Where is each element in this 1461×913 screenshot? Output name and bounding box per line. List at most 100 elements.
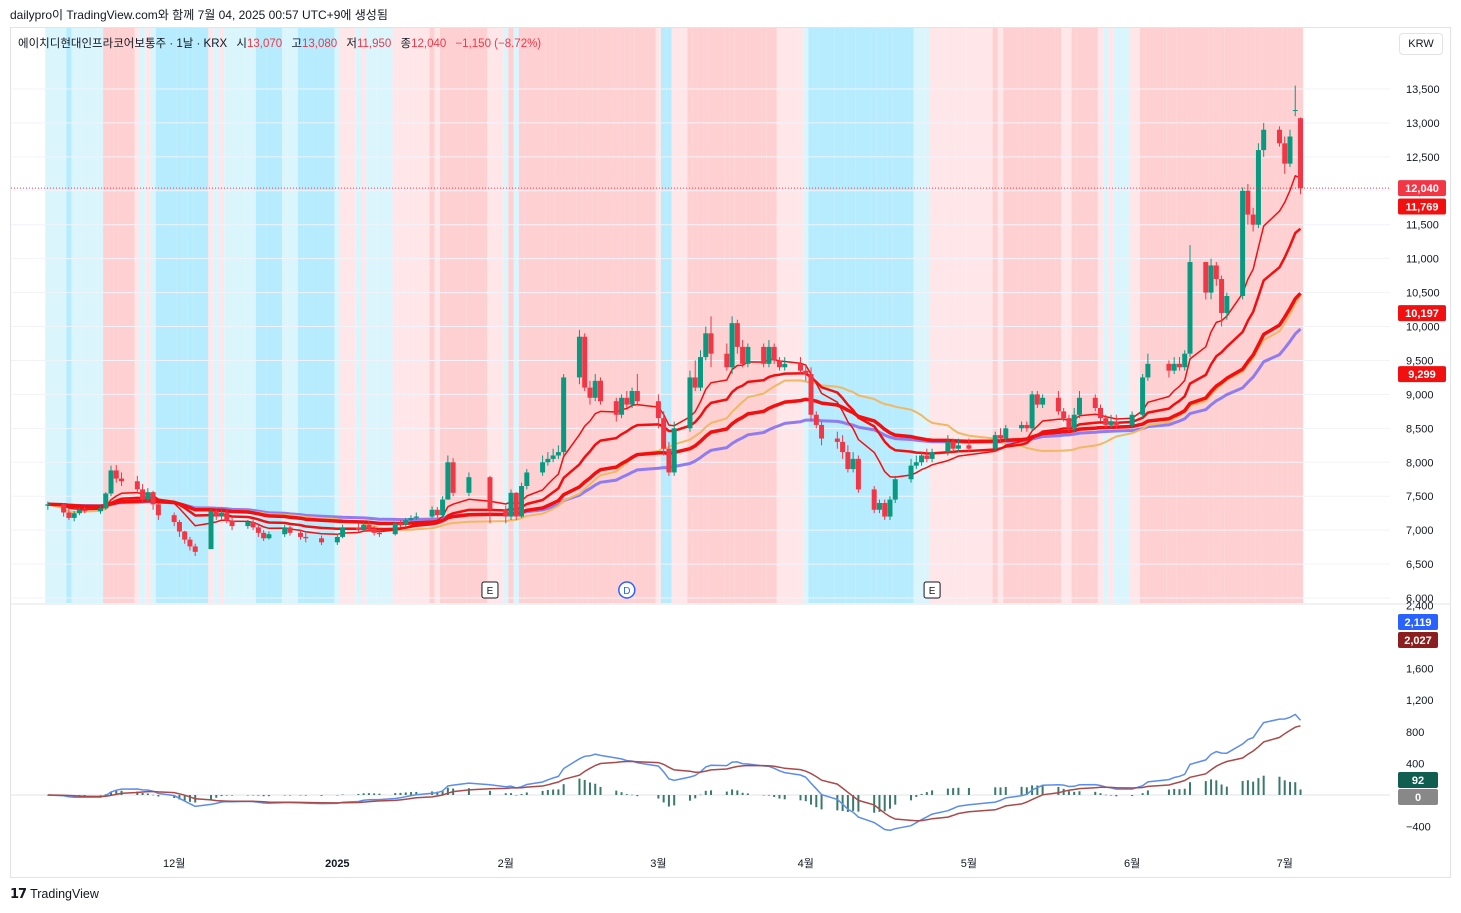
time-tick-label: 4월 xyxy=(798,857,814,870)
candle xyxy=(1140,374,1146,419)
trend-zone xyxy=(397,28,404,603)
macd-histogram-bar xyxy=(857,795,860,812)
macd-histogram-bar xyxy=(552,789,555,795)
candle-body xyxy=(1061,411,1067,419)
candle xyxy=(371,526,377,536)
macd-histogram-bar xyxy=(1067,791,1070,795)
candle-body xyxy=(519,486,525,517)
candle-body xyxy=(1208,265,1214,293)
price-tick-label: 7,000 xyxy=(1406,525,1434,537)
candle xyxy=(182,530,188,544)
candle-body xyxy=(1298,118,1304,189)
trend-zone xyxy=(555,28,562,603)
trend-zone xyxy=(945,28,951,603)
trend-zone xyxy=(1166,28,1172,603)
candle xyxy=(992,431,998,453)
trend-zone xyxy=(1261,28,1277,603)
trend-zone xyxy=(61,28,67,603)
macd-histogram-bar xyxy=(583,779,586,795)
candle xyxy=(1166,360,1172,378)
candle-body xyxy=(1066,418,1072,429)
candle xyxy=(834,431,840,449)
trend-zone xyxy=(734,28,740,603)
trend-zone xyxy=(176,28,183,603)
candle xyxy=(729,316,735,375)
candle-body xyxy=(361,524,367,531)
candle xyxy=(998,428,1004,442)
candle-body xyxy=(1213,265,1219,280)
candle xyxy=(192,543,198,556)
candle-body xyxy=(708,333,714,354)
trend-zone xyxy=(745,28,762,603)
macd-histogram-bar xyxy=(888,795,891,809)
trend-zone xyxy=(318,28,335,603)
macd-histogram-bar xyxy=(741,792,744,795)
candle xyxy=(892,475,898,503)
trend-zone xyxy=(82,28,98,603)
candle xyxy=(555,445,561,459)
price-badge-bg xyxy=(1398,198,1446,215)
candle xyxy=(103,492,109,510)
candle xyxy=(1219,275,1225,327)
trend-zone xyxy=(487,28,504,603)
candle xyxy=(397,519,403,528)
candle xyxy=(334,533,340,546)
candle-body xyxy=(97,508,103,512)
candle xyxy=(592,374,598,402)
symbol-name[interactable]: 에이치디현대인프라코어보통주 · 1날 · KRX xyxy=(18,38,228,50)
candle-body xyxy=(145,492,151,500)
trend-zone xyxy=(1187,28,1204,603)
candle-body xyxy=(1092,397,1098,408)
candle xyxy=(808,367,814,422)
candle xyxy=(1240,187,1246,300)
candle-body xyxy=(1071,414,1077,429)
trend-zone xyxy=(1066,28,1072,603)
candle-body xyxy=(150,492,156,505)
macd-histogram-bar xyxy=(1220,784,1223,795)
candle xyxy=(1182,350,1188,371)
macd-histogram-bar xyxy=(225,795,228,796)
candle xyxy=(113,464,119,483)
candle-body xyxy=(1113,421,1119,425)
macd-histogram-bar xyxy=(220,795,223,797)
candle xyxy=(376,530,382,537)
candle xyxy=(250,519,256,531)
candle xyxy=(1203,262,1209,300)
candle xyxy=(887,496,893,520)
candle-body xyxy=(724,353,730,368)
trend-zone xyxy=(282,28,288,603)
candle-body xyxy=(834,438,840,442)
candle xyxy=(1034,391,1040,408)
candle xyxy=(850,452,856,473)
trend-zone xyxy=(1171,28,1177,603)
candle-body xyxy=(582,336,588,388)
price-badge-text: 12,040 xyxy=(1405,183,1439,195)
candle-body xyxy=(134,481,140,490)
candle xyxy=(150,490,156,510)
macd-histogram-bar xyxy=(520,793,523,795)
candle xyxy=(440,496,446,517)
trend-zone xyxy=(855,28,872,603)
macd-histogram-bar xyxy=(362,793,365,795)
macd-histogram-bar xyxy=(731,789,734,795)
trend-zone xyxy=(871,28,877,603)
candle xyxy=(776,357,782,371)
currency-button[interactable]: KRW xyxy=(1399,33,1443,55)
trend-zone xyxy=(255,28,262,603)
trend-zone xyxy=(1176,28,1183,603)
macd-histogram-bar xyxy=(1025,787,1028,795)
event-marker: D xyxy=(618,581,636,599)
candle xyxy=(550,448,556,463)
candle-body xyxy=(524,472,530,487)
candle-body xyxy=(782,363,788,368)
candle-body xyxy=(576,336,582,378)
candle xyxy=(1003,424,1009,442)
macd-histogram-bar xyxy=(846,795,849,812)
candle xyxy=(1287,129,1293,168)
trend-zone xyxy=(997,28,1004,603)
candle-body xyxy=(503,509,509,517)
candle xyxy=(587,380,593,405)
trend-zone xyxy=(845,28,851,603)
time-axis: 12월 2025 2월 3월 4월 5월 6월 7월 xyxy=(163,857,1293,870)
